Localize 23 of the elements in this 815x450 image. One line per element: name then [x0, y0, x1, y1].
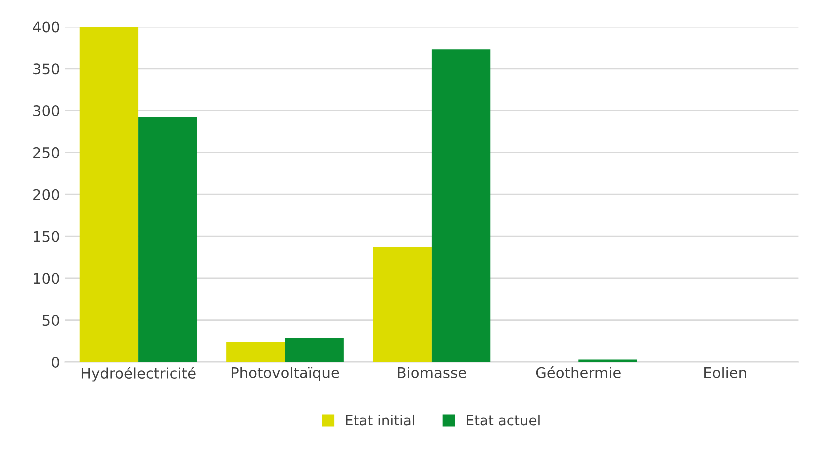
x-tick-label: Photovoltaïque — [232, 367, 340, 382]
x-tick-label: Eolien — [704, 367, 746, 378]
y-tick-label: 300 — [34, 106, 60, 117]
y-tick-label: 0 — [52, 356, 60, 368]
y-tick-label: 400 — [33, 22, 60, 33]
bar — [373, 247, 432, 362]
y-tick-label: 50 — [42, 315, 60, 326]
y-tick-label: 250 — [34, 147, 60, 158]
x-tick-label: Hydroélectricité — [82, 367, 196, 382]
bar — [285, 338, 344, 362]
bar — [138, 118, 198, 362]
y-tick-label: 350 — [34, 64, 60, 75]
bar — [80, 27, 139, 362]
x-tick-label: Géothermie — [536, 366, 621, 378]
y-tick-label: 200 — [34, 189, 60, 200]
x-tick-label: Biomasse — [398, 367, 466, 378]
y-tick-label: 100 — [34, 273, 60, 284]
legend-label: Etat initial — [346, 414, 414, 426]
bar — [578, 360, 638, 362]
bar — [432, 50, 491, 362]
y-tick-label: 150 — [34, 231, 60, 242]
legend-label: Etat actuel — [467, 414, 540, 426]
bar — [226, 342, 286, 362]
